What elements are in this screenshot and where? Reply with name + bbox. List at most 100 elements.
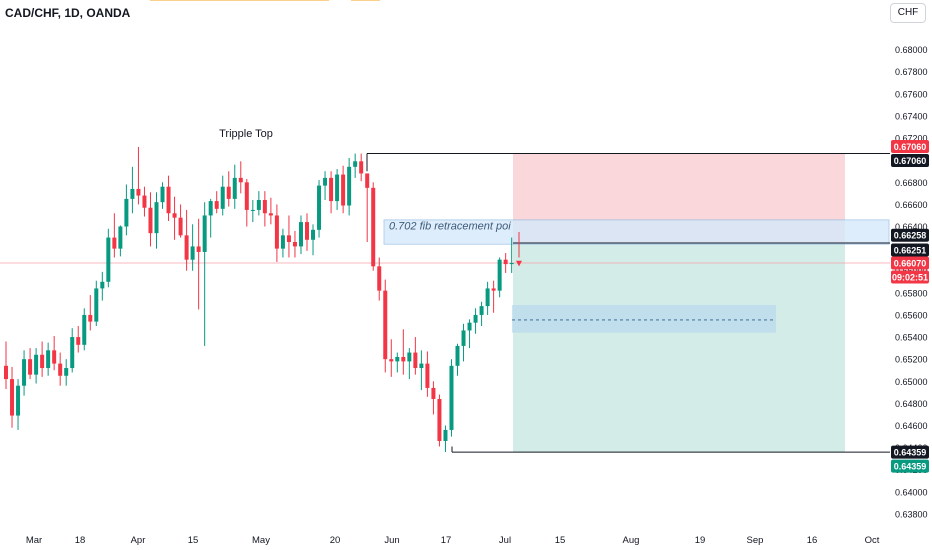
candle-body [16,385,21,416]
x-tick-label: 17 [441,535,452,546]
candle-body [46,350,51,369]
candle-body [172,213,177,218]
y-tick-label: 0.66800 [895,178,928,188]
candle-body [106,237,111,282]
price-label-bg [891,256,929,270]
chart-annotations: Tripple Top MSS 0.702 fib retracement poi [150,0,890,453]
y-tick-label: 0.66400 [895,222,928,232]
candle-body [311,229,316,240]
candle-body [148,207,153,234]
price-label: 0.64359 [894,447,927,457]
y-tick-label: 0.65800 [895,288,928,298]
x-tick-label: Jun [384,535,399,546]
price-label: 0.67060 [894,142,927,152]
y-tick-label: 0.65600 [895,310,928,320]
price-label-bg [891,140,929,154]
y-tick-label: 0.64600 [895,421,928,431]
triple-top-label: Tripple Top [219,128,273,140]
candle-body [28,359,33,375]
candle-body [274,215,279,249]
candle-body [431,387,436,399]
chart-zones [0,153,890,453]
candle-body [298,222,303,247]
axes: 0.68000 0.67800 0.67600 0.67400 0.672000.670… [26,45,929,546]
fib-label: 0.702 fib retracement poi [389,220,511,232]
candle-body [10,379,15,416]
candle-body [232,177,237,199]
price-label: 09:02:51 [892,272,928,282]
candle-body [160,186,165,203]
price-label-bg [891,228,929,242]
candle-body [244,182,249,210]
price-label-bg [891,154,929,168]
candle-body [94,288,99,322]
x-tick-label: Mar [26,535,42,546]
candle-body [64,368,69,376]
y-tick-label: 0.66600 [895,200,928,210]
y-tick-label: 0.67200 [895,134,928,144]
candle-body [130,188,135,199]
candle-body [461,330,466,346]
arrow-marker-head [516,260,522,267]
candle-body [467,322,472,331]
candle-body [347,166,352,206]
candle-body [184,235,189,260]
y-tick-label: 0.67800 [895,67,928,77]
candle-body [443,429,448,441]
candle-body [503,259,508,265]
y-tick-label: 0.63800 [895,509,928,519]
x-tick-label: 19 [695,535,706,546]
candles [4,146,514,453]
y-tick-label: 0.65200 [895,355,928,365]
candle-body [377,266,382,291]
candle-body [491,288,496,291]
y-tick-label: 0.68000 [895,45,928,55]
y-tick-label: 0.67600 [895,89,928,99]
midpoint-zone [512,305,776,333]
candle-body [407,352,412,362]
candle-body [479,306,484,315]
candle-body [88,314,93,322]
candle-body [425,363,430,388]
candle-body [40,354,45,369]
candle-body [178,217,183,236]
candle-body [250,209,255,211]
candle-body [268,213,273,216]
fib-poi-zone [383,219,890,245]
candle-body [329,177,334,202]
x-tick-label: Aug [623,535,640,546]
price-label: 0.64359 [894,461,927,471]
x-tick-label: Apr [131,535,146,546]
price-label-bg [891,459,929,473]
mss-label-bg [329,0,351,12]
y-tick-label: 0.67400 [895,111,928,121]
candle-body [4,365,8,380]
candle-body [485,288,490,307]
symbol-title: CAD/CHF, 1D, OANDA [5,6,131,20]
candle-body [238,177,243,183]
y-tick-label: 0.64000 [895,487,928,497]
candle-body [190,246,195,260]
x-tick-label: 15 [188,535,199,546]
candle-body [262,199,267,214]
candle-body [383,290,388,360]
price-label-bg [891,445,929,459]
candle-body [323,177,328,186]
candle-body [100,281,105,289]
x-tick-label: Jul [499,535,511,546]
candle-body [353,161,358,167]
candle-body [365,173,370,188]
y-tick-label: 0.65000 [895,377,928,387]
x-tick-label: 15 [555,535,566,546]
x-tick-label: Oct [865,535,880,546]
price-label: 0.66258 [894,231,927,241]
candle-body [335,174,340,202]
candle-body [124,198,129,227]
candle-body [413,352,418,369]
mss-label: MSS [331,0,350,2]
currency-button[interactable]: CHF [890,3,926,23]
candle-body [371,187,376,267]
x-tick-label: 18 [75,535,86,546]
candle-body [118,226,123,249]
